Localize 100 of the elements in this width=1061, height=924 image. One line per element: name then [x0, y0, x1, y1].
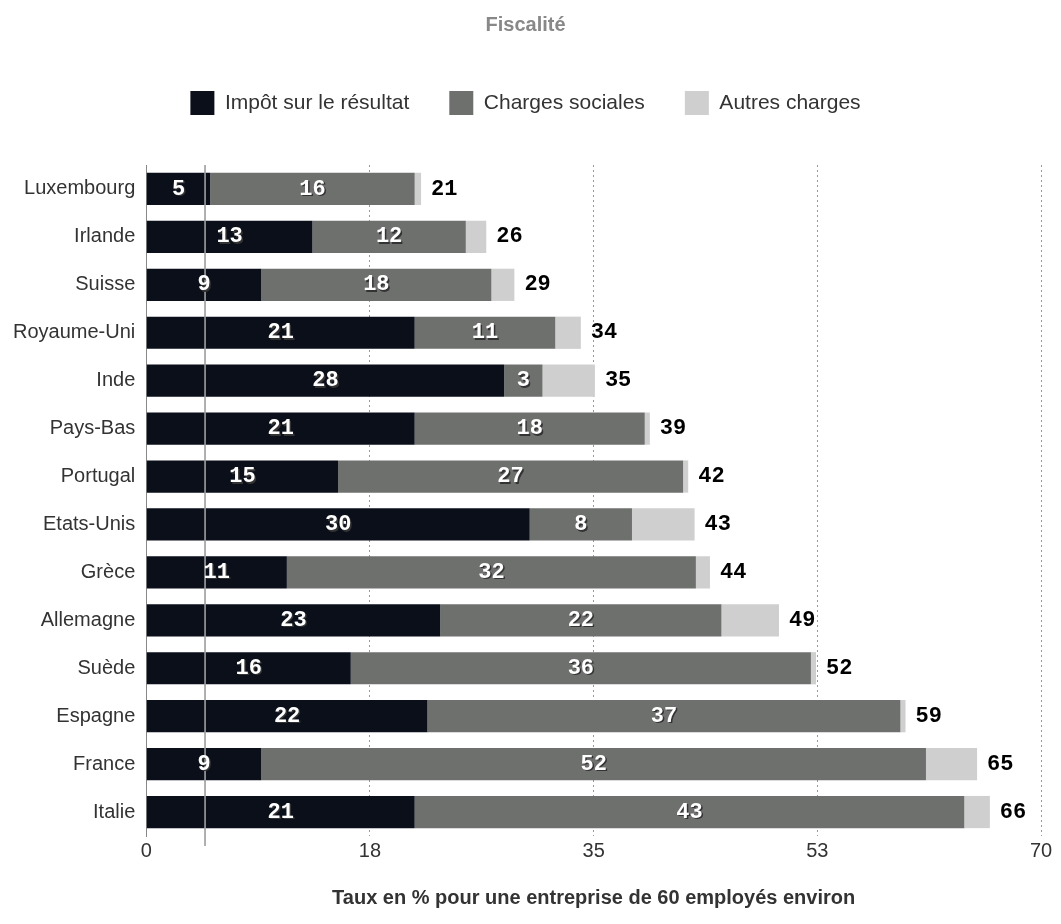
- total-label: 26: [496, 224, 523, 250]
- bar: [925, 747, 978, 781]
- data-label: 43: [676, 799, 703, 825]
- data-label: 9: [197, 751, 211, 777]
- bar: [146, 652, 351, 685]
- bar: [440, 604, 722, 637]
- data-label: 16: [299, 176, 326, 202]
- bar: [146, 364, 505, 397]
- data-label: 18: [363, 272, 390, 298]
- y-tick-label: Irlande: [74, 224, 136, 247]
- total-label: 59: [915, 703, 942, 729]
- bar: [810, 652, 817, 685]
- data-label: 28: [312, 368, 339, 394]
- x-tick-label: 53: [806, 838, 829, 861]
- total-label: 29: [524, 272, 551, 298]
- y-tick-label: Italie: [93, 799, 136, 822]
- data-label: 16: [235, 655, 262, 681]
- total-label: 49: [788, 607, 816, 633]
- bar: [721, 604, 779, 637]
- total-label: 44: [719, 559, 747, 585]
- y-tick-label: Espagne: [56, 703, 136, 726]
- x-tick-label: 0: [140, 838, 152, 861]
- total-label: 66: [999, 799, 1027, 825]
- bar: [542, 364, 595, 397]
- bar: [350, 652, 811, 685]
- y-tick-label: Grèce: [80, 559, 136, 582]
- data-label: 52: [580, 751, 607, 777]
- data-label: 15: [229, 464, 256, 490]
- bar: [529, 508, 632, 541]
- bar: [312, 220, 466, 254]
- bar: [964, 795, 990, 829]
- bar: [146, 747, 262, 781]
- bar: [146, 795, 415, 829]
- total-label: 65: [987, 751, 1014, 777]
- y-tick-label: Suisse: [75, 272, 136, 295]
- total-label: 39: [659, 416, 687, 442]
- data-label: 30: [325, 512, 352, 538]
- bar: [286, 556, 696, 589]
- bar: [146, 220, 313, 254]
- data-label: 32: [478, 559, 505, 585]
- y-tick-label: Royaume-Uni: [13, 320, 136, 343]
- data-label: 8: [574, 512, 588, 538]
- data-label: 21: [267, 320, 294, 346]
- y-tick-label: France: [73, 751, 136, 774]
- data-label: 27: [497, 464, 524, 490]
- y-tick-label: Etats-Unis: [43, 511, 136, 534]
- bar: [146, 604, 441, 637]
- bar: [146, 460, 338, 493]
- bar: [414, 316, 556, 349]
- bar: [146, 700, 428, 733]
- bar: [146, 412, 415, 445]
- x-tick-label: 35: [582, 838, 605, 861]
- bar: [146, 556, 287, 589]
- x-axis-title: Taux en % pour une entreprise de 60 employés environ: [332, 885, 856, 908]
- total-label: 34: [590, 320, 618, 346]
- x-tick-label: 70: [1029, 838, 1053, 861]
- data-label: 12: [375, 224, 403, 250]
- bar: [261, 268, 492, 301]
- data-label: 11: [471, 320, 499, 346]
- y-tick-label: Inde: [96, 368, 136, 391]
- data-label: 11: [203, 559, 231, 585]
- y-tick-label: Pays-Bas: [49, 416, 136, 439]
- bar: [695, 556, 710, 589]
- bar: [210, 172, 415, 206]
- bar: [146, 268, 262, 301]
- bar: [555, 316, 581, 349]
- bar: [491, 268, 515, 301]
- data-label: 36: [567, 655, 595, 681]
- bar: [414, 412, 645, 445]
- data-label: 22: [567, 607, 595, 633]
- total-label: 43: [704, 512, 732, 538]
- legend-label: Impôt sur le résultat: [224, 89, 410, 113]
- data-label: 13: [216, 224, 243, 250]
- legend-label: Autres charges: [719, 89, 861, 113]
- chart-title: Fiscalité: [485, 12, 566, 35]
- bar: [683, 460, 689, 493]
- bar: [644, 412, 650, 445]
- bar: [465, 220, 487, 254]
- total-label: 21: [431, 176, 458, 202]
- data-label: 21: [267, 799, 294, 825]
- data-label: 3: [516, 368, 530, 394]
- y-tick-label: Allemagne: [40, 607, 136, 630]
- data-label: 18: [516, 416, 543, 442]
- bar: [631, 508, 695, 541]
- data-label: 21: [267, 416, 294, 442]
- total-label: 52: [826, 655, 853, 681]
- bar: [146, 316, 415, 349]
- total-label: 42: [698, 464, 725, 490]
- x-tick-label: 18: [358, 838, 382, 861]
- bar: [414, 172, 422, 206]
- data-label: 37: [650, 703, 678, 729]
- y-tick-label: Portugal: [60, 464, 136, 487]
- y-tick-label: Suède: [77, 655, 136, 678]
- bar: [414, 795, 965, 829]
- data-label: 22: [273, 703, 301, 729]
- y-tick-label: Luxembourg: [24, 176, 136, 199]
- data-label: 23: [280, 607, 307, 633]
- bar: [427, 700, 901, 733]
- legend-label: Charges sociales: [483, 89, 645, 113]
- total-label: 35: [604, 368, 632, 394]
